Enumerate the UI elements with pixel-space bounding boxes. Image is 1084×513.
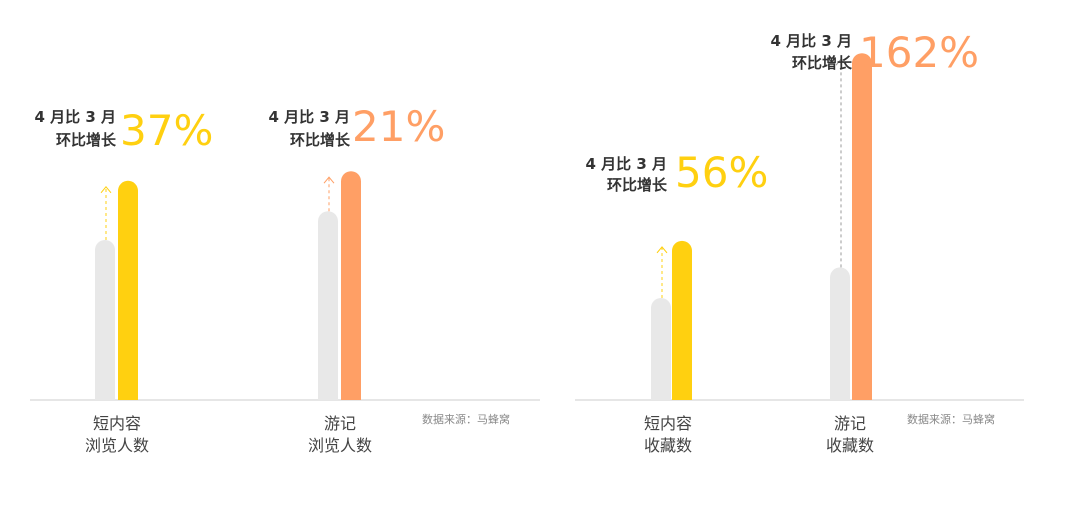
category-label: 收藏数 [826,436,874,455]
bar-current [852,53,872,400]
bar-current [672,240,692,400]
source-note: 数据来源：马蜂窝 [422,412,510,426]
growth-percent: 37% [120,106,213,155]
growth-label-line1: 4 月比 3 月 [585,155,667,173]
bar-previous [318,211,338,400]
bar-current [341,171,362,400]
growth-label-line1: 4 月比 3 月 [34,108,116,126]
category-label: 游记 [834,414,866,433]
category-label: 浏览人数 [308,436,372,455]
growth-label-line2: 环比增长 [56,131,117,149]
category-label: 收藏数 [644,436,692,455]
growth-label-line2: 环比增长 [290,131,351,149]
source-note: 数据来源：马蜂窝 [907,412,995,426]
growth-percent: 56% [675,148,768,197]
growth-percent: 162% [859,28,979,77]
bar-current [118,180,138,400]
growth-arrow-head [100,186,112,194]
category-label: 短内容 [644,414,692,433]
category-label: 浏览人数 [85,436,149,455]
bar-previous [95,240,115,400]
growth-arrow-head [656,246,668,254]
category-label: 游记 [324,414,356,433]
growth-label-line2: 环比增长 [792,54,853,72]
growth-label-line1: 4 月比 3 月 [268,108,350,126]
bar-previous [830,267,850,400]
category-label: 短内容 [93,414,141,433]
growth-arrow-head [323,176,335,184]
growth-percent: 21% [352,102,445,151]
growth-label-line1: 4 月比 3 月 [770,32,852,50]
bar-previous [651,298,671,400]
growth-arrow-head [835,58,847,66]
growth-label-line2: 环比增长 [607,176,668,194]
